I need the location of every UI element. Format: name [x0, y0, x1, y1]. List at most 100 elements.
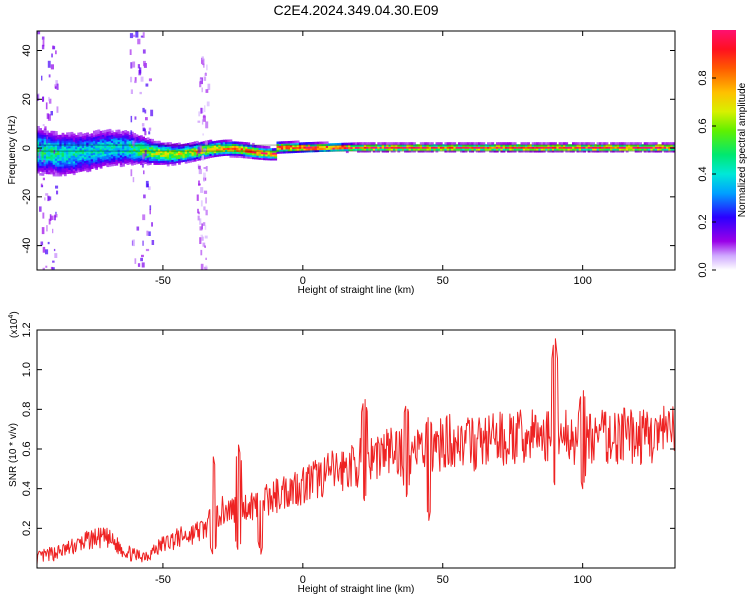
spectrogram-cell	[628, 144, 631, 147]
spectrogram-cell	[46, 167, 49, 171]
spectrogram-cell	[643, 144, 647, 147]
spectrogram-cell	[110, 136, 114, 139]
spectrogram-x-label: Height of straight line (km)	[298, 285, 415, 296]
spectrogram-cell	[128, 148, 132, 151]
spectrogram-cell	[625, 142, 629, 145]
spectrogram-x-ticks: -50 0 50 100	[155, 31, 592, 287]
spectrogram-cell	[207, 155, 210, 159]
spectrogram-cell	[576, 142, 580, 145]
spectrogram-noise-cell	[139, 67, 142, 74]
spectrogram-cell	[148, 154, 152, 157]
spectrogram-cell	[160, 152, 163, 156]
spectrogram-cell	[110, 157, 114, 161]
spectrogram-cell	[437, 148, 441, 151]
spectrogram-cell	[531, 144, 535, 147]
spectrogram-noise-cell	[130, 62, 133, 69]
spectrogram-cell	[66, 140, 69, 143]
spectrogram-cell	[583, 148, 586, 151]
spectrogram-cell	[50, 160, 54, 163]
spectrogram-cell	[363, 148, 367, 151]
spectrogram-cell	[278, 151, 282, 154]
spectrogram-cell	[164, 154, 168, 157]
spectrogram-cell	[117, 137, 121, 140]
spectrogram-cell	[171, 159, 175, 162]
spectrogram-cell	[178, 152, 181, 155]
spectrogram-cell	[368, 148, 372, 151]
spectrogram-cell	[484, 146, 488, 149]
spectrogram-cell	[84, 148, 87, 152]
spectrogram-cell	[529, 148, 533, 151]
spectrogram-cell	[334, 146, 338, 150]
spectrogram-cell	[72, 164, 76, 168]
spectrogram-cell	[625, 146, 629, 149]
spectrogram-cell	[314, 141, 318, 145]
spectrogram-cell	[195, 146, 199, 150]
spectrogram-cell	[61, 148, 65, 151]
spectrogram-cell	[507, 148, 510, 151]
spectrogram-cell	[57, 171, 60, 175]
spectrogram-cell	[290, 146, 293, 150]
spectrogram-noise-cell	[50, 266, 54, 270]
spectrogram-cell	[110, 140, 114, 143]
spectrogram-cell	[68, 165, 72, 168]
spectrogram-cell	[106, 158, 110, 162]
spectrogram-cell	[283, 143, 286, 146]
spectrogram-cell	[39, 161, 42, 164]
spectrogram-cell	[81, 159, 85, 162]
spectrogram-cell	[569, 144, 573, 147]
spectrogram-noise-cell	[198, 165, 201, 170]
spectrogram-noise-cell	[148, 231, 151, 236]
spectrogram-cell	[542, 144, 546, 147]
spectrogram-cell	[106, 131, 110, 134]
spectrogram-cell	[166, 150, 170, 153]
spectrogram-cell	[187, 156, 190, 160]
spectrogram-cell	[72, 133, 76, 137]
spectrogram-cell	[509, 142, 513, 145]
spectrogram-cell	[164, 148, 168, 151]
spectrogram-cell	[601, 142, 604, 145]
spectrogram-cell	[202, 141, 206, 144]
spectrogram-cell	[191, 147, 195, 151]
spectrogram-cell	[565, 144, 569, 147]
spectrogram-cell	[119, 145, 123, 148]
snr-panel: -50 0 50 100 0.20.40.60.81.01.2 Height of s…	[8, 311, 676, 595]
spectrogram-noise-cell	[148, 78, 152, 82]
spectrogram-cell	[231, 145, 235, 148]
spectrogram-noise-cell	[42, 267, 45, 270]
spectrogram-cell	[534, 148, 537, 151]
spectrogram-cell	[636, 148, 640, 151]
spectrogram-cell	[198, 154, 201, 157]
figure-title: C2E4.2024.349.04.30.E09	[273, 2, 438, 18]
spectrogram-cell	[366, 148, 369, 151]
spectrogram-cell	[101, 138, 105, 141]
spectrogram-cell	[70, 149, 74, 152]
spectrogram-cell	[453, 148, 457, 151]
spectrogram-cell	[155, 150, 159, 154]
spectrogram-cell	[122, 152, 125, 155]
spectrogram-cell	[142, 136, 145, 140]
spectrogram-cell	[169, 147, 172, 151]
spectrogram-cell	[99, 132, 103, 136]
spectrogram-cell	[166, 154, 170, 157]
spectrogram-cell	[531, 142, 535, 145]
spectrogram-cell	[148, 162, 152, 165]
spectrogram-noise-cell	[203, 148, 207, 153]
spectrogram-cell	[654, 142, 658, 145]
spectrogram-cell	[72, 141, 76, 144]
spectrogram-cell	[238, 151, 242, 154]
spectrogram-cell	[142, 138, 145, 142]
spectrogram-cell	[86, 157, 89, 161]
spectrogram-cell	[37, 161, 40, 164]
spectrogram-noise-cell	[39, 149, 42, 152]
spectrogram-cell	[272, 156, 275, 159]
spectrogram-cell	[247, 150, 251, 153]
spectrogram-cell	[146, 147, 150, 150]
spectrogram-cell	[97, 147, 101, 150]
spectrogram-cell	[274, 150, 278, 153]
spectrogram-cell	[652, 146, 656, 149]
spectrogram-cell	[101, 146, 105, 149]
spectrogram-cell	[410, 142, 414, 145]
spectrogram-cell	[110, 142, 114, 145]
spectrogram-cell	[110, 159, 114, 163]
spectrogram-cell	[148, 156, 152, 159]
